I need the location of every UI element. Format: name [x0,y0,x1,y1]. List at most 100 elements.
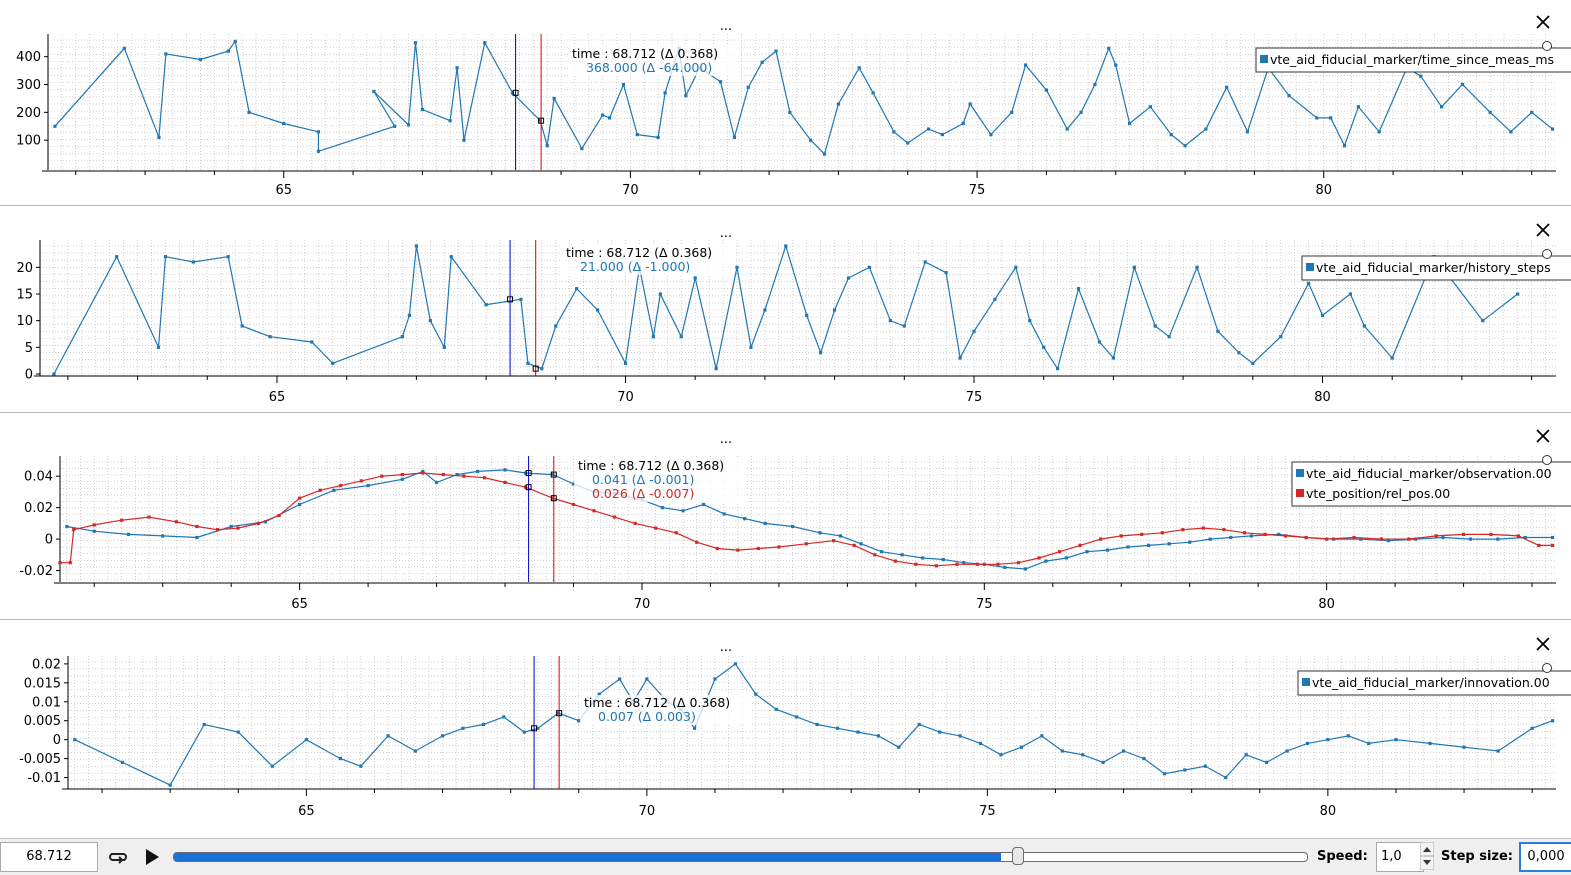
tooltip-value: 368.000 (Δ -64.000) [586,60,712,75]
data-point [226,49,230,53]
y-tick-label: 10 [16,314,33,329]
plot-panel-4[interactable]: 65 70 75 80 0.02 0.015 0.01 0.005 0 -0.005 -0.01 ti… [0,621,1571,833]
data-point [663,91,667,95]
data-point [1550,127,1555,131]
panel-divider[interactable] [0,412,1571,413]
step-size-field[interactable]: 0,000 [1519,842,1571,872]
plot-panel-2[interactable]: 65 70 75 80 20 15 10 5 0 time : 68.712 (Δ 0.368) 2… [0,207,1571,411]
panel-menu-dots[interactable]: ... [720,640,732,655]
data-point [1550,535,1555,540]
data-point [715,546,719,551]
time-value-field[interactable]: 68.712 [0,842,98,872]
data-point [996,562,1000,566]
legend[interactable]: vte_aid_fiducial_marker/history_steps [1301,255,1571,281]
y-tick-label: 0 [53,733,61,748]
data-point [941,557,945,562]
y-tick-label: -0.01 [27,771,61,786]
tooltip-background [580,695,752,725]
data-point [247,110,251,114]
speed-spin-arrows[interactable] [1419,841,1435,871]
close-icon[interactable] [1536,223,1550,237]
panel-resize-handle[interactable] [1542,663,1552,673]
tooltip-time: time : 68.712 (Δ 0.368) [572,46,718,61]
data-point [880,550,884,554]
legend[interactable]: vte_aid_fiducial_marker/time_since_meas_… [1255,47,1571,73]
y-tick-label: 0.01 [32,695,61,710]
data-point [434,480,439,485]
data-point [968,102,972,106]
data-point [1216,329,1220,333]
data-point [999,753,1003,757]
data-point [461,726,465,730]
data-point [1201,526,1205,530]
data-point [1107,46,1111,50]
data-point [978,741,983,746]
data-point [53,124,57,128]
data-point [536,726,540,730]
close-icon[interactable] [1536,637,1550,651]
data-point [777,545,781,549]
legend-swatch [1306,263,1314,271]
speed-spinbox[interactable]: 1,0 [1376,842,1424,872]
plot-canvas-history-steps[interactable]: 65 70 75 80 20 15 10 5 0 time : 68.712 (Δ 0.368)2… [0,207,1571,411]
data-point [359,479,363,483]
legend-label: vte_aid_fiducial_marker/observation.00 [1306,466,1552,481]
data-point [1093,82,1097,87]
data-point [958,356,962,360]
y-tick-label: 100 [16,134,41,149]
data-point [852,543,856,547]
panel-resize-handle[interactable] [1542,41,1552,51]
data-point [72,528,76,532]
data-point [1489,532,1493,536]
data-point [226,255,230,259]
plot-canvas-observation[interactable]: 65 70 75 80 0.04 0.02 0 -0.02 time : 68.712 (Δ 0… [0,414,1571,618]
data-point [406,123,411,127]
data-point [1244,753,1248,757]
panel-menu-dots[interactable]: ... [720,226,732,241]
data-point [1550,719,1555,723]
data-point [692,726,697,730]
data-point [1394,738,1398,742]
data-point [1523,535,1527,540]
data-point [400,472,404,477]
data-point [522,730,526,734]
legend[interactable]: vte_aid_fiducial_marker/innovation.00 [1297,670,1571,696]
y-tick-label: 0.015 [24,676,61,691]
plot-panel-3[interactable]: 65 70 75 80 0.04 0.02 0 -0.02 time : 68.712 (Δ 0… [0,414,1571,618]
data-point [1285,749,1289,753]
panel-divider[interactable] [0,619,1571,620]
panel-menu-dots[interactable]: ... [720,19,732,34]
data-point [635,133,639,137]
loop-icon[interactable] [104,843,132,871]
close-icon[interactable] [1536,15,1550,29]
panel-menu-dots[interactable]: ... [720,432,732,447]
plot-canvas-time-since-meas[interactable]: 65 70 75 80 400 300 200 100 time : 68.712 (Δ 0.3… [0,0,1571,204]
data-point [621,82,626,87]
data-point [754,692,758,696]
plot-canvas-innovation[interactable]: 65 70 75 80 0.02 0.015 0.01 0.005 0 -0.005 -0.01 ti… [0,621,1571,833]
plot-panel-1[interactable]: 65 70 75 80 400 300 200 100 time : 68.712 (Δ 0.3… [0,0,1571,204]
data-point [1222,528,1226,532]
data-point [1537,543,1541,547]
data-point [1060,749,1064,753]
data-point [1509,130,1513,134]
data-point [414,244,418,248]
panel-resize-handle[interactable] [1542,455,1552,465]
data-point [1390,356,1394,360]
panel-resize-handle[interactable] [1542,249,1552,259]
data-point [1325,537,1329,541]
legend[interactable]: vte_aid_fiducial_marker/observation.00vt… [1291,461,1571,507]
timeline-slider-handle[interactable] [1012,847,1025,865]
timeline-slider-track[interactable] [173,852,1308,862]
data-point [1037,556,1041,560]
close-icon[interactable] [1536,429,1550,443]
data-point [743,517,747,521]
x-tick-label: 80 [1315,183,1332,198]
play-icon[interactable] [138,843,166,871]
data-point [1056,367,1060,371]
y-tick-label: 5 [25,341,33,356]
data-point [1251,361,1255,365]
panel-divider[interactable] [0,205,1571,206]
data-point [1181,528,1185,532]
data-point [526,361,530,365]
